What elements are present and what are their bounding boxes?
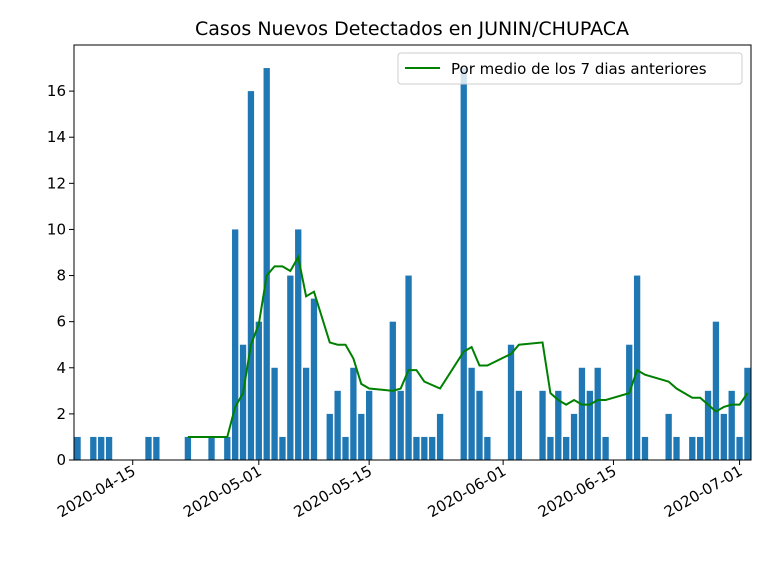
bar <box>153 436 160 460</box>
bar <box>421 436 428 460</box>
bar <box>366 390 373 460</box>
bar <box>295 229 302 460</box>
bar <box>712 321 720 460</box>
bar <box>720 413 727 460</box>
bar <box>570 413 578 460</box>
bar <box>350 367 357 460</box>
y-tick-label: 2 <box>56 405 66 423</box>
moving-average-line <box>187 254 749 438</box>
bar <box>665 413 672 460</box>
x-tick-label: 2020-06-15 <box>535 462 620 521</box>
bar <box>145 436 152 460</box>
bar <box>626 344 633 460</box>
bar <box>744 367 751 460</box>
bar <box>515 390 523 460</box>
y-tick-label: 0 <box>56 451 66 469</box>
x-tick-label: 2020-04-15 <box>54 462 139 521</box>
bar <box>397 390 404 460</box>
bar <box>413 436 420 460</box>
bar <box>563 436 570 460</box>
legend-box <box>397 52 743 85</box>
bar <box>239 344 247 460</box>
bar <box>342 436 349 460</box>
y-axis: 0 2 4 6 8 10 12 14 16 <box>47 82 74 469</box>
y-tick-label: 6 <box>56 313 66 331</box>
y-tick-label: 14 <box>47 128 66 146</box>
bar <box>476 390 483 460</box>
x-tick-label: 2020-07-01 <box>661 462 746 521</box>
bar <box>405 275 412 460</box>
bar <box>279 436 286 460</box>
legend-label: Por medio de los 7 dias anteriores <box>451 60 707 78</box>
bar <box>578 367 586 460</box>
bar <box>602 436 609 460</box>
x-tick-label: 2020-05-01 <box>180 462 265 521</box>
bar <box>358 413 365 460</box>
bar <box>697 436 704 460</box>
bar <box>105 436 113 460</box>
bar <box>736 436 743 460</box>
legend: Por medio de los 7 dias anteriores <box>397 52 743 85</box>
bar <box>547 436 554 460</box>
bar <box>586 390 593 460</box>
bar <box>436 413 444 460</box>
y-tick-label: 10 <box>47 220 66 238</box>
bar-series <box>74 68 751 461</box>
line-series <box>187 254 749 438</box>
y-tick-label: 4 <box>56 359 66 377</box>
chart-title: Casos Nuevos Detectados en JUNIN/CHUPACA <box>195 18 629 40</box>
bar <box>460 68 467 460</box>
bar <box>468 367 475 460</box>
bar <box>673 436 680 460</box>
bar <box>310 298 318 460</box>
bar <box>98 436 105 460</box>
x-tick-label: 2020-06-01 <box>425 462 510 521</box>
bar <box>255 321 262 460</box>
bar <box>224 436 231 460</box>
bar <box>704 390 712 460</box>
bar <box>287 275 294 460</box>
bar <box>208 436 215 460</box>
bar <box>539 390 546 460</box>
bar <box>232 229 239 460</box>
bar <box>555 390 562 460</box>
bar <box>302 367 310 460</box>
plot-frame <box>73 44 752 461</box>
y-tick-label: 12 <box>47 174 66 192</box>
bar <box>594 367 601 460</box>
bar <box>689 436 696 460</box>
y-tick-label: 16 <box>47 82 66 100</box>
bar <box>334 390 341 460</box>
bar <box>728 390 735 460</box>
bar <box>263 68 270 460</box>
bar <box>429 436 436 460</box>
bar <box>271 367 278 460</box>
x-tick-label: 2020-05-15 <box>291 462 376 521</box>
bar <box>641 436 649 460</box>
bar <box>247 91 255 461</box>
bar <box>74 436 81 460</box>
bar <box>484 436 491 460</box>
bar <box>184 436 192 460</box>
x-axis: 2020-04-15 2020-05-01 2020-05-15 2020-06-01… <box>54 460 746 521</box>
bar <box>507 344 515 460</box>
y-tick-label: 8 <box>56 267 66 285</box>
bar <box>326 413 333 460</box>
bar <box>633 275 641 460</box>
bar <box>90 436 97 460</box>
